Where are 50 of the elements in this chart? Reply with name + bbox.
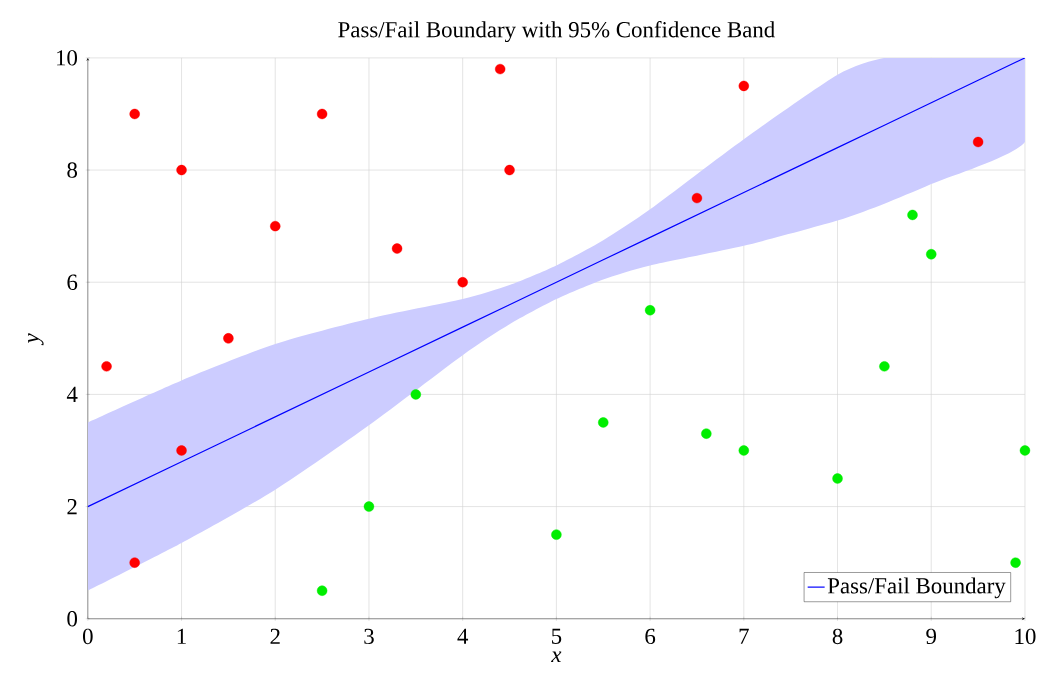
y-tick-label: 0 xyxy=(67,611,78,627)
point xyxy=(832,473,843,484)
legend-label: Pass/Fail Boundary xyxy=(827,577,1006,599)
point xyxy=(907,209,918,221)
y-tick-label: 10 xyxy=(57,50,78,66)
x-tick-label: 7 xyxy=(739,628,749,644)
point xyxy=(101,361,112,372)
x-tick-label: 4 xyxy=(457,628,469,644)
point xyxy=(1019,445,1031,456)
point xyxy=(129,557,140,569)
x-tick-label: 9 xyxy=(926,628,937,645)
point xyxy=(129,108,140,120)
x-tick-label: 2 xyxy=(270,628,280,645)
point xyxy=(457,277,468,288)
point xyxy=(598,417,609,428)
point xyxy=(551,529,562,540)
y-tick-label: 4 xyxy=(66,387,78,403)
x-tick-label: 5 xyxy=(552,628,562,645)
x-tick-label: 8 xyxy=(832,628,843,645)
point xyxy=(391,243,403,254)
point xyxy=(270,221,281,232)
point xyxy=(410,389,421,400)
point xyxy=(879,361,890,372)
point xyxy=(363,501,375,512)
y-tick-label: 8 xyxy=(67,162,78,178)
y-tick-label: 6 xyxy=(67,274,78,291)
point xyxy=(176,445,187,456)
y-tick-label: 2 xyxy=(67,499,77,515)
x-tick-label: 10 xyxy=(1015,628,1036,645)
point xyxy=(701,428,712,440)
point xyxy=(1010,557,1021,569)
x-axis-title: x xyxy=(551,651,562,663)
x-tick-label: 6 xyxy=(645,628,656,645)
point xyxy=(691,193,703,204)
point xyxy=(223,333,234,344)
x-tick-label: 0 xyxy=(82,628,93,645)
point xyxy=(738,445,749,456)
point xyxy=(176,165,187,176)
point xyxy=(926,249,937,260)
point xyxy=(738,80,749,92)
point xyxy=(972,137,984,148)
x-tick-label: 3 xyxy=(364,628,374,645)
point xyxy=(494,64,506,75)
point xyxy=(316,108,328,120)
point xyxy=(316,585,328,597)
x-tick-label: 1 xyxy=(177,628,186,644)
chart-title: Pass/Fail Boundary with 95% Confidence Band xyxy=(338,21,775,43)
point xyxy=(644,305,656,316)
y-axis-title: y xyxy=(28,333,44,346)
point xyxy=(504,165,515,176)
